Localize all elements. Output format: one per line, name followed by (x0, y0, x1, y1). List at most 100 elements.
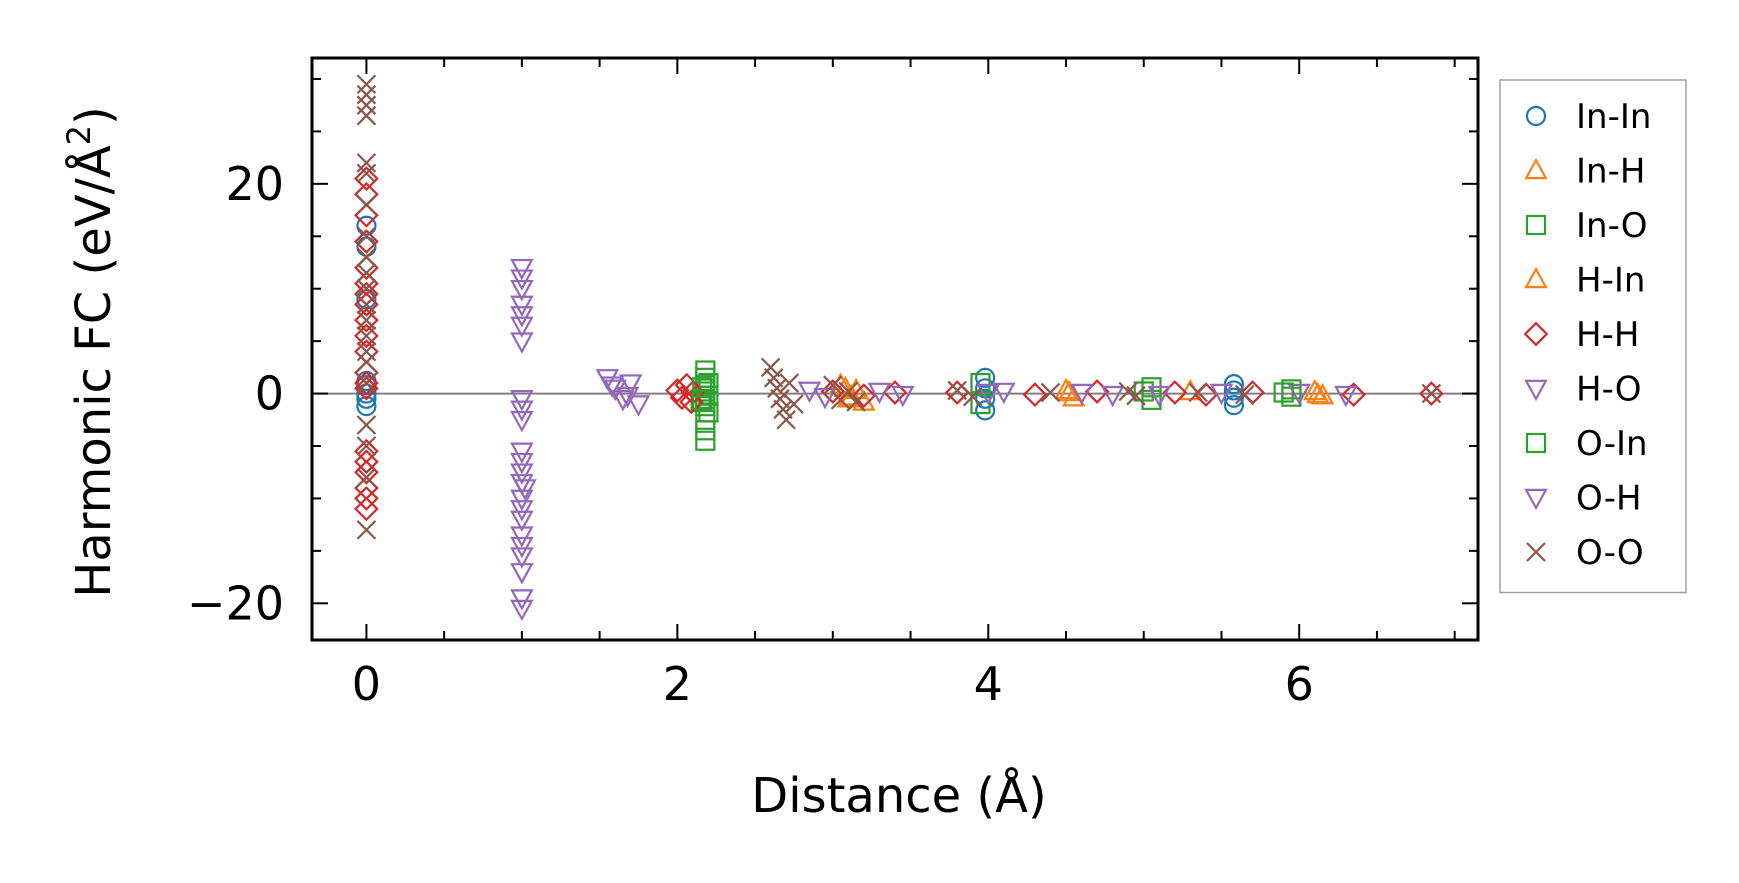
y-axis-title-main: Harmonic FC (eV/Å (65, 145, 122, 598)
legend-label: O-In (1576, 424, 1648, 464)
data-point (510, 295, 534, 318)
series-h-o (510, 258, 1358, 622)
data-point (356, 95, 377, 115)
data-point (354, 166, 379, 191)
data-point (976, 383, 1001, 406)
data-point (510, 547, 534, 569)
data-point (692, 377, 713, 398)
data-point (356, 263, 377, 283)
legend-box (1499, 79, 1687, 594)
data-point (779, 373, 800, 393)
data-point (797, 381, 822, 404)
legend-label: In-H (1576, 152, 1645, 192)
data-point (773, 399, 793, 420)
plot-frame (310, 56, 1480, 642)
data-point (1306, 381, 1330, 404)
data-point (356, 278, 377, 299)
legend-marker (1525, 105, 1547, 127)
data-point (354, 307, 379, 333)
data-point (354, 449, 379, 475)
data-point (510, 463, 534, 485)
data-point (1223, 395, 1245, 416)
data-point (356, 467, 377, 488)
data-point (510, 510, 534, 533)
data-point (1334, 385, 1358, 408)
data-point (354, 323, 379, 349)
data-point (970, 393, 991, 415)
legend-marker (1524, 379, 1548, 402)
data-point (356, 226, 377, 247)
data-point (603, 379, 627, 401)
data-point (823, 375, 843, 395)
legend-marker (1525, 214, 1547, 236)
data-point (1419, 381, 1444, 406)
data-point (510, 306, 534, 328)
data-point (618, 374, 643, 396)
legend-marker (1525, 432, 1547, 454)
data-point (846, 392, 866, 412)
data-point (664, 378, 690, 403)
data-point (698, 402, 719, 423)
data-point (1147, 385, 1172, 408)
data-point (763, 368, 784, 388)
legend-marker (1524, 157, 1548, 180)
data-point (813, 387, 837, 410)
data-point (356, 326, 377, 346)
legend-marker (1526, 542, 1546, 562)
data-point (1287, 383, 1311, 406)
data-point (970, 372, 991, 394)
data-point (695, 420, 716, 441)
legend-label: In-In (1576, 97, 1651, 137)
data-point (354, 459, 379, 485)
legend-label: In-O (1576, 206, 1648, 246)
y-axis-title-close: ) (66, 106, 122, 125)
data-point (767, 378, 787, 399)
data-point (1273, 382, 1294, 403)
data-point (354, 292, 379, 317)
data-point (776, 410, 796, 430)
legend-marker (1524, 488, 1548, 511)
data-point (354, 375, 379, 401)
data-point (510, 258, 534, 281)
data-point (510, 316, 534, 339)
data-markers (354, 74, 1444, 622)
data-point (695, 430, 716, 451)
data-point (356, 373, 377, 393)
data-point (615, 386, 640, 409)
legend: In-In In-H In-O H-In H-H H-O O-In O-H O-O (1499, 79, 1687, 594)
data-point (356, 195, 377, 215)
x-tick-label: 0 (352, 657, 381, 711)
data-point (1209, 383, 1234, 406)
data-point (947, 380, 967, 401)
data-point (510, 332, 534, 354)
data-point (510, 269, 534, 291)
data-point (1054, 377, 1078, 400)
data-point (354, 370, 379, 396)
data-point (354, 255, 379, 281)
data-point (510, 536, 534, 559)
data-point (962, 386, 983, 407)
data-point (1188, 382, 1208, 403)
data-point (944, 380, 970, 405)
series-o-h (513, 376, 1172, 501)
data-point (600, 376, 624, 398)
data-point (851, 383, 877, 409)
data-point (513, 479, 537, 501)
data-point (356, 163, 377, 184)
data-point (992, 382, 1016, 405)
legend-label: O-O (1576, 533, 1644, 573)
data-point (1235, 384, 1255, 405)
y-tick-label: 0 (255, 367, 284, 421)
data-point (356, 294, 377, 315)
data-point (356, 352, 377, 372)
data-point (1069, 383, 1094, 406)
axes: 0 2 4 6 −20 0 20 (187, 56, 1480, 711)
data-point (820, 379, 846, 404)
data-point (510, 599, 534, 622)
data-point (770, 389, 790, 409)
data-point (356, 396, 377, 417)
legend-marker (1523, 321, 1549, 347)
series-in-o (690, 360, 1302, 451)
data-point (1421, 383, 1442, 404)
